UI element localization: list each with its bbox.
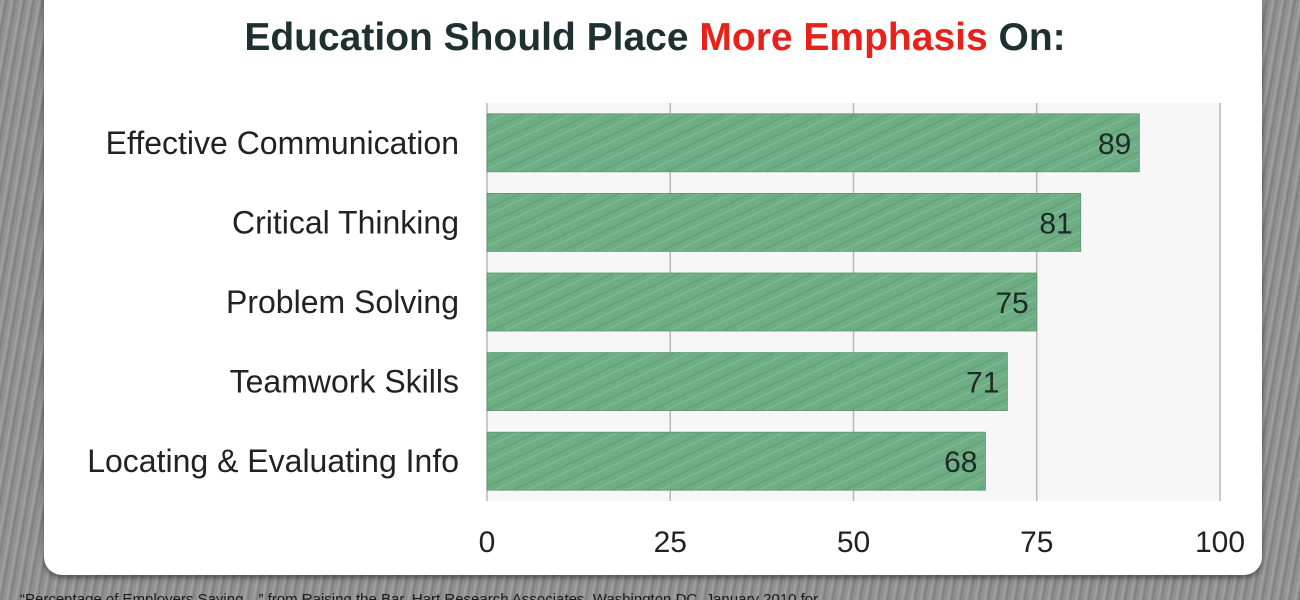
x-tick-label: 50 bbox=[837, 526, 870, 559]
title-text-accent: More Emphasis bbox=[699, 16, 988, 59]
category-label: Effective Communication bbox=[106, 125, 459, 161]
chart-title: Education Should Place More Emphasis On: bbox=[0, 16, 1300, 60]
category-label: Problem Solving bbox=[226, 284, 459, 320]
x-tick-label: 100 bbox=[1195, 526, 1245, 559]
title-text-before: Education Should Place bbox=[244, 16, 700, 59]
footnote: “Percentage of Employers Saying…” from R… bbox=[20, 591, 819, 600]
bar bbox=[486, 192, 1082, 252]
x-tick-label: 75 bbox=[1020, 526, 1053, 559]
bar-value-label: 68 bbox=[944, 446, 977, 479]
x-tick-label: 0 bbox=[479, 526, 496, 559]
bar-value-label: 89 bbox=[1098, 128, 1131, 161]
bar bbox=[486, 352, 1008, 412]
bar-value-label: 75 bbox=[995, 287, 1028, 320]
title-text-after: On: bbox=[987, 16, 1066, 59]
category-label: Critical Thinking bbox=[232, 204, 459, 240]
x-tick-label: 25 bbox=[654, 526, 687, 559]
bar-value-label: 81 bbox=[1039, 207, 1072, 240]
bar bbox=[486, 272, 1038, 332]
bar-value-label: 71 bbox=[966, 367, 999, 400]
category-label: Locating & Evaluating Info bbox=[87, 443, 459, 479]
bar bbox=[486, 113, 1140, 173]
bar bbox=[486, 431, 986, 491]
category-label: Teamwork Skills bbox=[230, 364, 459, 400]
